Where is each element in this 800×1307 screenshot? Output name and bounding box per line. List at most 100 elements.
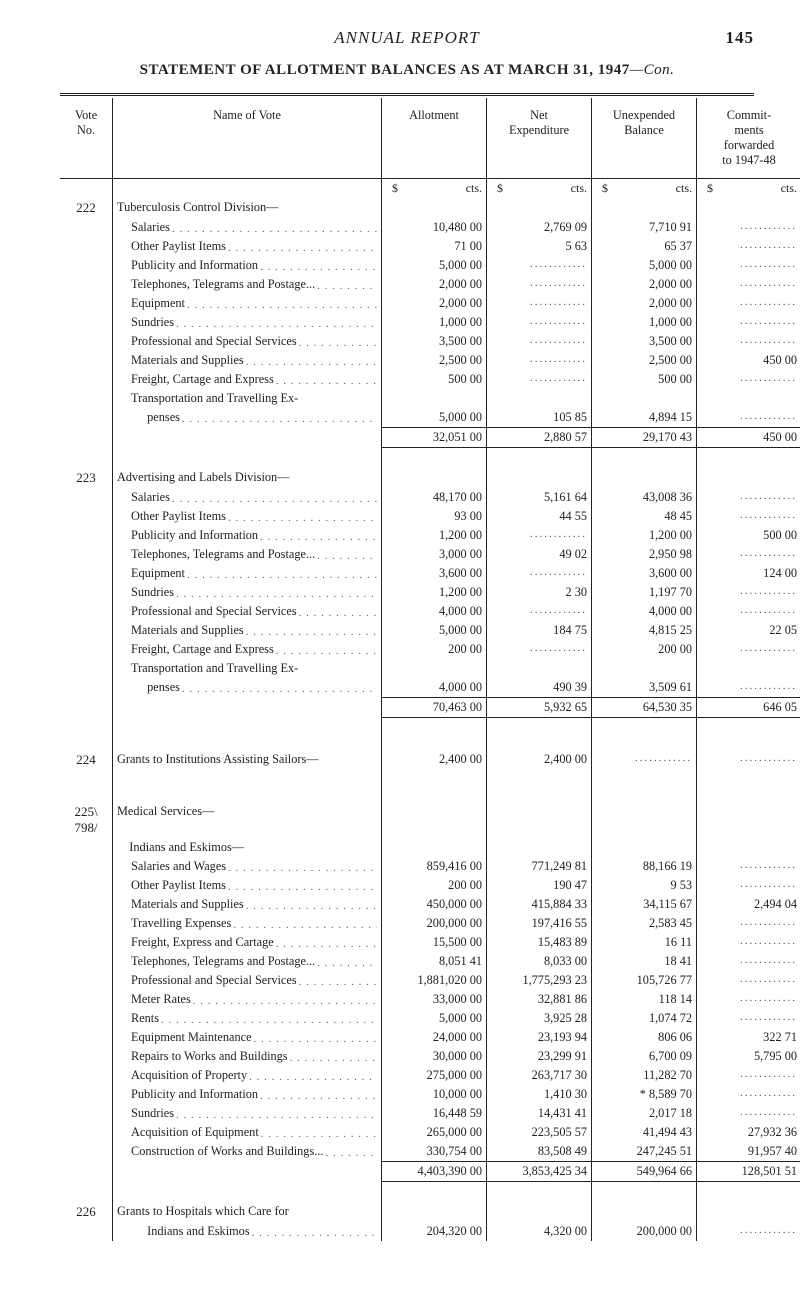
vote-no-cell [60,1028,113,1047]
amount-cell: 71 00 [382,237,487,256]
amount-cell: ............ [697,1009,800,1028]
amount-cell: 2,769 09 [487,218,592,237]
item-name-cell: Freight, Cartage and Express. . . . . . … [113,370,382,389]
amount-cell: 91,957 40 [697,1142,800,1162]
amount-cell: ............ [697,857,800,876]
amount-cell: 330,754 00 [382,1142,487,1162]
item-name-cell: Materials and Supplies. . . . . . . . . … [113,351,382,370]
amount-cell: 247,245 51 [592,1142,697,1162]
amount-cell: ............ [697,640,800,659]
table-row: Rents. . . . . . . . . . . . . . . . . .… [60,1009,800,1028]
table-row: Professional and Special Services. . . .… [60,602,800,621]
amount-cell: ............ [697,1066,800,1085]
amount-cell: 4,815 25 [592,621,697,640]
section-heading-row: 225\ 798/Medical Services— [60,802,800,838]
amount-cell: 41,494 43 [592,1123,697,1142]
table-row: Equipment Maintenance. . . . . . . . . .… [60,1028,800,1047]
vote-no-cell [60,971,113,990]
section-subheading-row: Indians and Eskimos— [60,838,800,857]
item-name-cell: Materials and Supplies. . . . . . . . . … [113,621,382,640]
col-name: Name of Vote [113,98,382,179]
vote-no-cell [60,1066,113,1085]
table-row: Freight, Express and Cartage. . . . . . … [60,933,800,952]
item-name-cell: Sundries. . . . . . . . . . . . . . . . … [113,1104,382,1123]
amount-cell: 10,480 00 [382,218,487,237]
amount-cell: 4,000 00 [382,602,487,621]
amount-cell: ............ [697,990,800,1009]
vote-no-cell [60,1123,113,1142]
page-number: 145 [714,28,754,48]
amount-cell: 5,795 00 [697,1047,800,1066]
table-row: 224Grants to Institutions Assisting Sail… [60,750,800,770]
table-row: Construction of Works and Buildings.... … [60,1142,800,1162]
item-name-cell: Freight, Cartage and Express. . . . . . … [113,640,382,659]
amount-cell: 2,500 00 [592,351,697,370]
amount-cell: ............ [592,750,697,770]
item-name-cell: Advertising and Labels Division— [113,468,382,488]
subtotal-row: 32,051 002,880 5729,170 43450 00 [60,428,800,448]
item-name-cell: penses. . . . . . . . . . . . . . . . . … [113,678,382,698]
amount-cell: 83,508 49 [487,1142,592,1162]
table-row: Transportation and Travelling Ex- [60,389,800,408]
item-name-cell: Telephones, Telegrams and Postage.... . … [113,545,382,564]
amount-cell: 2,000 00 [382,294,487,313]
item-name-cell: Other Paylist Items. . . . . . . . . . .… [113,507,382,526]
amount-cell: 197,416 55 [487,914,592,933]
amount-cell: 450,000 00 [382,895,487,914]
amount-cell: ............ [487,602,592,621]
table-row: Publicity and Information. . . . . . . .… [60,256,800,275]
amount-cell: ............ [697,583,800,602]
amount-cell: ............ [697,294,800,313]
amount-cell: 3,509 61 [592,678,697,698]
item-name-cell: Publicity and Information. . . . . . . .… [113,256,382,275]
vote-no-cell [60,583,113,602]
amount-cell: 3,500 00 [382,332,487,351]
amount-cell: 4,320 00 [487,1222,592,1241]
amount-cell: 118 14 [592,990,697,1009]
table-row: Other Paylist Items. . . . . . . . . . .… [60,237,800,256]
table-row: Telephones, Telegrams and Postage.... . … [60,952,800,971]
amount-cell: ............ [697,678,800,698]
amount-cell: 1,410 30 [487,1085,592,1104]
table-row: Materials and Supplies. . . . . . . . . … [60,621,800,640]
amount-cell: 500 00 [592,370,697,389]
vote-no-cell [60,179,113,199]
amount-cell: 5 63 [487,237,592,256]
table-row: Publicity and Information. . . . . . . .… [60,1085,800,1104]
item-name-cell: Materials and Supplies. . . . . . . . . … [113,895,382,914]
amount-cell: 2,494 04 [697,895,800,914]
item-name-cell: Equipment. . . . . . . . . . . . . . . .… [113,294,382,313]
item-name-cell: Tuberculosis Control Division— [113,198,382,218]
amount-cell: 7,710 91 [592,218,697,237]
amount-cell: 15,500 00 [382,933,487,952]
amount-cell: ............ [697,933,800,952]
vote-no-cell [60,313,113,332]
amount-cell: 200 00 [382,640,487,659]
item-name-cell: Indians and Eskimos— [113,838,382,857]
amount-cell: ............ [697,1085,800,1104]
unit-label: $cts. [697,179,800,199]
amount-cell: ............ [697,332,800,351]
item-name-cell: Salaries. . . . . . . . . . . . . . . . … [113,488,382,507]
amount-cell: 27,932 36 [697,1123,800,1142]
amount-cell: 275,000 00 [382,1066,487,1085]
amount-cell: 8,033 00 [487,952,592,971]
table-row: Publicity and Information. . . . . . . .… [60,526,800,545]
amount-cell: 490 39 [487,678,592,698]
amount-cell: ............ [697,750,800,770]
table-body: $cts.$cts.$cts.$cts.222Tuberculosis Cont… [60,179,800,1242]
amount-cell: 29,170 43 [592,428,697,448]
item-name-cell: Transportation and Travelling Ex- [113,389,382,408]
amount-cell: 105,726 77 [592,971,697,990]
vote-no-cell [60,876,113,895]
vote-no-cell [60,507,113,526]
amount-cell: 2,000 00 [592,294,697,313]
amount-cell: 16 11 [592,933,697,952]
vote-no-cell [60,237,113,256]
col-unexpended: Unexpended Balance [592,98,697,179]
table-row: Acquisition of Property. . . . . . . . .… [60,1066,800,1085]
unit-label: $cts. [487,179,592,199]
table-row: penses. . . . . . . . . . . . . . . . . … [60,678,800,698]
col-net-expenditure: Net Expenditure [487,98,592,179]
amount-cell: ............ [697,602,800,621]
